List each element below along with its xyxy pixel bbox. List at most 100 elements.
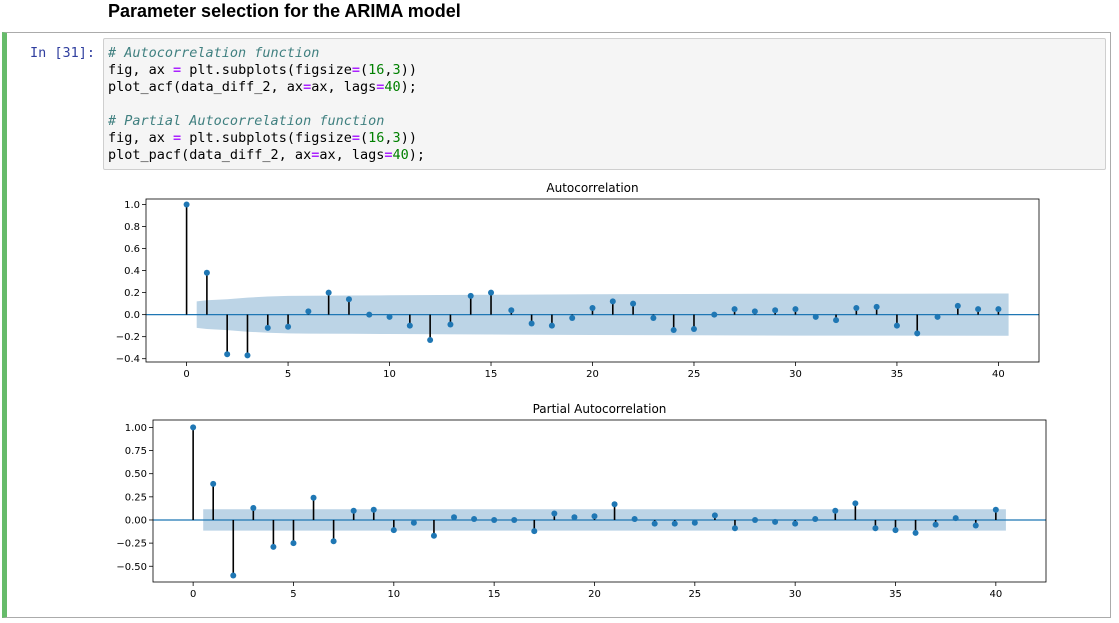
acf-plot: Autocorrelation 0 5 10 15 20 25 30 35 40 −0.4 −0.2 0… bbox=[116, 181, 1040, 380]
code-token: 3 bbox=[392, 130, 401, 146]
y-tick-label: 0.75 bbox=[125, 446, 147, 457]
y-tick-label: 0.50 bbox=[125, 469, 147, 480]
data-point bbox=[508, 307, 515, 314]
data-point bbox=[892, 527, 899, 534]
data-point bbox=[751, 308, 758, 315]
code-line: # Autocorrelation function bbox=[108, 45, 319, 61]
code-line: fig, ax = plt.subplots(figsize=(16,3)) bbox=[108, 62, 417, 78]
data-point bbox=[893, 322, 900, 329]
code-token: = bbox=[384, 147, 393, 163]
x-tick-label: 15 bbox=[488, 589, 501, 600]
code-token: , bbox=[384, 62, 393, 78]
data-point bbox=[731, 525, 738, 532]
code-line: fig, ax = plt.subplots(figsize=(16,3)) bbox=[108, 130, 417, 146]
code-token: ); bbox=[408, 147, 426, 163]
code-token: = bbox=[376, 79, 385, 95]
code-line: # Partial Autocorrelation function bbox=[108, 113, 384, 129]
x-tick-label: 40 bbox=[989, 589, 1002, 600]
data-point bbox=[812, 313, 819, 320]
x-tick-label: 25 bbox=[688, 369, 701, 380]
data-point bbox=[430, 532, 437, 539]
data-point bbox=[932, 521, 939, 528]
code-token: ax, lags bbox=[319, 147, 385, 163]
data-point bbox=[975, 306, 982, 313]
data-point bbox=[611, 501, 618, 508]
x-tick-label: 25 bbox=[688, 589, 701, 600]
code-token: = bbox=[311, 147, 320, 163]
y-tick-label: 0.25 bbox=[125, 492, 147, 503]
data-point bbox=[551, 510, 558, 517]
data-point bbox=[210, 480, 217, 487]
code-token: = bbox=[173, 62, 182, 78]
data-point bbox=[386, 313, 393, 320]
data-point bbox=[609, 298, 616, 305]
x-tick-label: 10 bbox=[387, 589, 400, 600]
y-tick-label: 1.0 bbox=[124, 200, 140, 211]
data-point bbox=[671, 520, 678, 527]
x-tick-label: 0 bbox=[190, 589, 196, 600]
data-point bbox=[203, 269, 210, 276]
code-text[interactable]: # Autocorrelation function fig, ax = plt… bbox=[108, 45, 425, 164]
code-token: plot_pacf(data_diff_2, ax bbox=[108, 147, 312, 163]
axes-frame bbox=[145, 198, 1040, 363]
data-point bbox=[511, 516, 518, 523]
data-point bbox=[285, 323, 292, 330]
x-tick-label: 5 bbox=[285, 369, 291, 380]
x-tick-label: 30 bbox=[789, 369, 802, 380]
code-token: plot_acf(data_diff_2, ax bbox=[108, 79, 304, 95]
data-point bbox=[183, 201, 190, 208]
code-editor[interactable]: # Autocorrelation function fig, ax = plt… bbox=[103, 38, 1106, 170]
data-point bbox=[914, 330, 921, 337]
data-point bbox=[548, 322, 555, 329]
code-token: 16 bbox=[368, 130, 385, 146]
data-point bbox=[250, 504, 257, 511]
x-tick-label: 35 bbox=[889, 589, 902, 600]
data-point bbox=[731, 306, 738, 313]
code-token: 3 bbox=[392, 62, 401, 78]
data-point bbox=[631, 516, 638, 523]
data-point bbox=[670, 327, 677, 334]
y-tick-label: 0.0 bbox=[124, 310, 140, 321]
code-token: fig, ax bbox=[108, 130, 174, 146]
data-point bbox=[325, 289, 332, 296]
data-point bbox=[872, 525, 879, 532]
code-line: plot_pacf(data_diff_2, ax=ax, lags=40); bbox=[108, 147, 425, 163]
y-tick-label: 1.00 bbox=[125, 423, 147, 434]
code-token: # Partial Autocorrelation function bbox=[108, 113, 385, 129]
data-point bbox=[995, 306, 1002, 313]
code-token: ( bbox=[360, 130, 369, 146]
data-point bbox=[772, 307, 779, 314]
y-tick-label: −0.4 bbox=[116, 354, 140, 365]
data-point bbox=[467, 292, 474, 299]
data-point bbox=[451, 514, 458, 521]
data-point bbox=[954, 302, 961, 309]
code-token: fig, ax bbox=[108, 62, 174, 78]
data-point bbox=[752, 516, 759, 523]
code-token: 40 bbox=[392, 147, 409, 163]
data-point bbox=[934, 313, 941, 320]
data-point bbox=[224, 351, 231, 358]
y-tick-label: 0.00 bbox=[125, 515, 147, 526]
y-tick-label: 0.8 bbox=[124, 222, 140, 233]
data-point bbox=[992, 506, 999, 513]
data-point bbox=[230, 572, 237, 579]
code-token: ( bbox=[360, 62, 369, 78]
data-point bbox=[264, 324, 271, 331]
x-tick-label: 35 bbox=[891, 369, 904, 380]
data-point bbox=[792, 520, 799, 527]
data-point bbox=[491, 516, 498, 523]
x-tick-label: 20 bbox=[588, 589, 601, 600]
data-point bbox=[630, 300, 637, 307]
x-tick-label: 5 bbox=[290, 589, 296, 600]
code-token: )) bbox=[400, 62, 417, 78]
data-point bbox=[651, 520, 658, 527]
x-tick-label: 40 bbox=[992, 369, 1005, 380]
data-point bbox=[691, 519, 698, 526]
data-point bbox=[972, 522, 979, 529]
data-point bbox=[270, 543, 277, 550]
data-point bbox=[812, 516, 819, 523]
data-point bbox=[852, 500, 859, 507]
y-tick-label: −0.2 bbox=[116, 332, 140, 343]
code-token: ax, lags bbox=[311, 79, 377, 95]
data-point bbox=[832, 507, 839, 514]
